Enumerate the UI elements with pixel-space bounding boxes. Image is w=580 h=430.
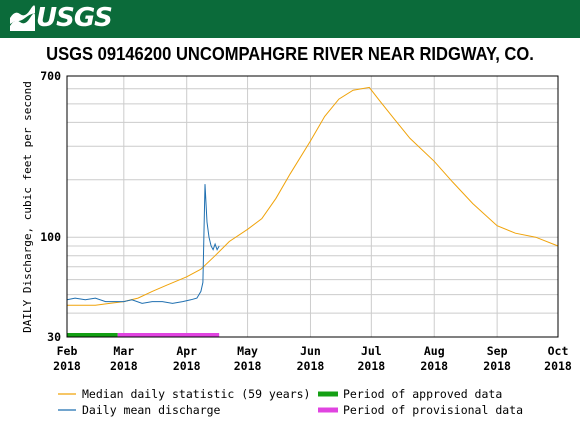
x-tick-month: Apr [176,344,197,358]
usgs-logo-icon [10,5,35,31]
y-tick-label: 700 [40,69,61,83]
x-tick-year: 2018 [544,359,572,373]
x-tick-year: 2018 [110,359,138,373]
x-tick-year: 2018 [53,359,81,373]
x-tick-year: 2018 [297,359,325,373]
x-tick-month: May [237,344,258,358]
legend-provisional-label: Period of provisional data [343,403,523,417]
x-tick-month: Sep [487,344,508,358]
x-tick-year: 2018 [357,359,385,373]
x-axis-ticks: Feb2018Mar2018Apr2018May2018Jun2018Jul20… [53,344,572,373]
y-tick-label: 30 [47,330,61,344]
plot-frame [66,75,559,338]
daily-mean-line [66,184,220,304]
usgs-logo-text: USGS [36,3,113,33]
x-tick-month: Jun [300,344,321,358]
x-tick-month: Mar [113,344,134,358]
x-tick-year: 2018 [483,359,511,373]
data-lines [66,86,559,306]
period-bars [67,333,220,337]
usgs-banner: USGS [0,0,580,38]
legend-mean-label: Daily mean discharge [82,403,221,417]
legend-median-label: Median daily statistic (59 years) [82,387,310,401]
x-tick-year: 2018 [420,359,448,373]
approved-period-bar [67,333,118,337]
x-tick-month: Aug [424,344,445,358]
provisional-period-bar [117,333,220,337]
legend: Median daily statistic (59 years) Daily … [58,387,523,417]
x-tick-month: Feb [57,344,78,358]
x-tick-month: Jul [361,344,382,358]
x-tick-year: 2018 [173,359,201,373]
median-line [67,86,559,306]
y-axis-label: DAILY Discharge, cubic feet per second [21,81,34,333]
x-tick-month: Oct [548,344,569,358]
chart-title: USGS 09146200 UNCOMPAHGRE RIVER NEAR RID… [46,44,534,64]
chart-grid [66,76,559,337]
legend-approved-label: Period of approved data [343,387,502,401]
y-tick-label: 100 [40,230,61,244]
y-axis-ticks: 30 100 700 [40,69,61,344]
x-tick-year: 2018 [234,359,262,373]
